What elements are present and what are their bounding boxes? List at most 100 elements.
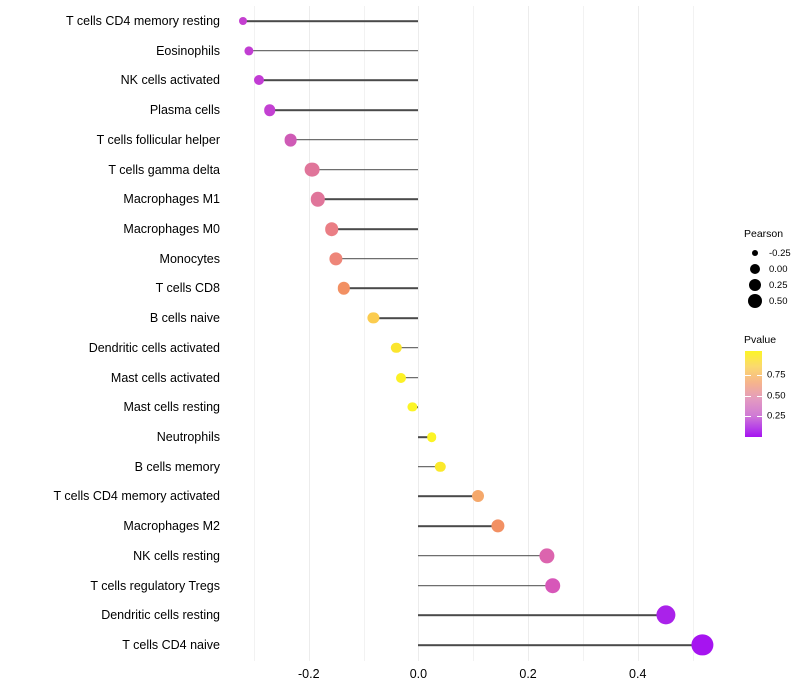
- x-axis-tick-label: 0.4: [629, 667, 647, 681]
- x-axis-ticks: -0.2 0.0 0.2 0.4: [232, 661, 720, 691]
- y-axis-label: T cells CD4 memory activated: [53, 489, 221, 504]
- pearson-legend-item: 0.25: [744, 277, 791, 293]
- y-axis-label: Mast cells resting: [123, 400, 220, 415]
- pearson-legend-label: 0.50: [769, 295, 788, 307]
- colorbar-tick-mark: [745, 395, 751, 397]
- lollipop-point[interactable]: [367, 312, 380, 324]
- y-axis-labels: T cells CD4 memory resting Eosinophils NK …: [0, 0, 228, 700]
- gridline-major: [528, 6, 530, 661]
- pearson-size-legend: Pearson -0.25 0.00 0.25 0.50: [744, 228, 791, 309]
- lollipop-stem: [418, 495, 479, 498]
- colorbar-tick-label: 0.75: [767, 369, 786, 381]
- y-axis-label: NK cells resting: [133, 548, 220, 563]
- lollipop-stem: [343, 287, 419, 290]
- lollipop-stem: [248, 49, 419, 52]
- lollipop-point[interactable]: [407, 402, 417, 412]
- lollipop-point[interactable]: [253, 75, 264, 86]
- pearson-legend-swatch: [744, 249, 766, 257]
- lollipop-point[interactable]: [284, 133, 298, 147]
- y-axis-label: Dendritic cells resting: [101, 608, 220, 623]
- pvalue-colorbar: [745, 351, 762, 437]
- gridline-minor: [363, 6, 365, 661]
- lollipop-stem: [331, 228, 419, 230]
- pearson-legend-swatch: [744, 264, 766, 274]
- y-axis-label: T cells CD4 memory resting: [66, 14, 220, 28]
- pearson-legend-label: 0.25: [769, 279, 788, 291]
- lollipop-stem: [258, 79, 419, 82]
- pvalue-color-legend: Pvalue 0.75 0.50 0.25: [744, 334, 796, 437]
- pearson-legend-dot: [750, 264, 760, 274]
- lollipop-stem: [418, 644, 703, 646]
- lollipop-point[interactable]: [310, 192, 326, 207]
- lollipop-point[interactable]: [691, 634, 714, 656]
- lollipop-point[interactable]: [435, 461, 446, 472]
- lollipop-point[interactable]: [264, 104, 276, 116]
- lollipop-stem: [418, 614, 666, 617]
- colorbar-tick-mark: [757, 416, 763, 418]
- pearson-legend-label: -0.25: [769, 247, 791, 259]
- colorbar-tick-mark: [745, 416, 751, 418]
- lollipop-point[interactable]: [329, 252, 343, 266]
- gridline-major: [418, 6, 420, 661]
- lollipop-stem: [312, 168, 419, 171]
- lollipop-point[interactable]: [544, 577, 561, 594]
- lollipop-point[interactable]: [472, 490, 485, 503]
- lollipop-point[interactable]: [304, 162, 320, 177]
- y-axis-label: B cells naive: [149, 311, 220, 326]
- y-axis-label: T cells regulatory Tregs: [90, 578, 220, 593]
- colorbar-tick-mark: [745, 375, 751, 377]
- colorbar-tick-mark: [757, 395, 763, 397]
- lollipop-point[interactable]: [337, 282, 351, 295]
- x-axis-tick-label: 0.0: [409, 667, 428, 681]
- pearson-legend-label: 0.00: [769, 263, 788, 275]
- y-axis-label: T cells gamma delta: [108, 162, 220, 177]
- lollipop-point[interactable]: [238, 17, 247, 25]
- lollipop-stem: [318, 198, 419, 201]
- lollipop-stem: [418, 525, 498, 527]
- lollipop-stem: [400, 376, 419, 379]
- y-axis-label: Macrophages M2: [123, 519, 220, 534]
- gridline-major: [308, 6, 310, 661]
- lollipop-point[interactable]: [395, 372, 406, 383]
- lollipop-point[interactable]: [426, 432, 437, 442]
- colorbar-tick-mark: [757, 375, 763, 377]
- y-axis-label: Plasma cells: [149, 103, 220, 118]
- lollipop-stem: [418, 584, 553, 587]
- x-axis-tick-label: -0.2: [297, 667, 320, 681]
- y-axis-label: Eosinophils: [156, 43, 220, 58]
- pearson-legend-item: 0.50: [744, 293, 791, 309]
- gridline-minor: [582, 6, 584, 661]
- colorbar-tick-label: 0.50: [767, 390, 786, 402]
- lollipop-point[interactable]: [324, 222, 339, 236]
- pearson-legend-dot: [747, 293, 763, 309]
- pvalue-colorbar-wrap: 0.75 0.50 0.25: [744, 351, 796, 437]
- lollipop-point[interactable]: [391, 342, 402, 354]
- pvalue-legend-title: Pvalue: [744, 334, 777, 346]
- lollipop-stem: [335, 257, 419, 260]
- lollipop-stem: [290, 139, 419, 141]
- lollipop-stem: [418, 555, 548, 557]
- lollipop-point[interactable]: [656, 605, 676, 625]
- y-axis-label: T cells CD4 naive: [122, 638, 220, 652]
- lollipop-stem: [373, 317, 419, 319]
- y-axis-label: B cells memory: [134, 459, 220, 474]
- pearson-legend-dot: [751, 249, 759, 257]
- gridline-minor: [253, 6, 255, 661]
- x-axis-tick-label: 0.2: [519, 667, 537, 681]
- y-axis-label: Macrophages M1: [123, 192, 220, 207]
- y-axis-label: T cells follicular helper: [96, 132, 220, 147]
- y-axis-label: Neutrophils: [156, 430, 220, 444]
- lollipop-stem: [242, 20, 419, 22]
- plot-panel: [232, 6, 720, 661]
- y-axis-label: Mast cells activated: [110, 370, 220, 385]
- lollipop-point[interactable]: [539, 548, 555, 564]
- pearson-legend-title: Pearson: [744, 228, 784, 240]
- lollipop-stem: [269, 109, 419, 111]
- lollipop-point[interactable]: [244, 46, 254, 56]
- lollipop-stem: [418, 465, 441, 468]
- lollipop-point[interactable]: [491, 519, 505, 533]
- lollipop-stem: [418, 436, 432, 438]
- y-axis-label: Macrophages M0: [123, 222, 220, 236]
- gridline-minor: [473, 6, 475, 661]
